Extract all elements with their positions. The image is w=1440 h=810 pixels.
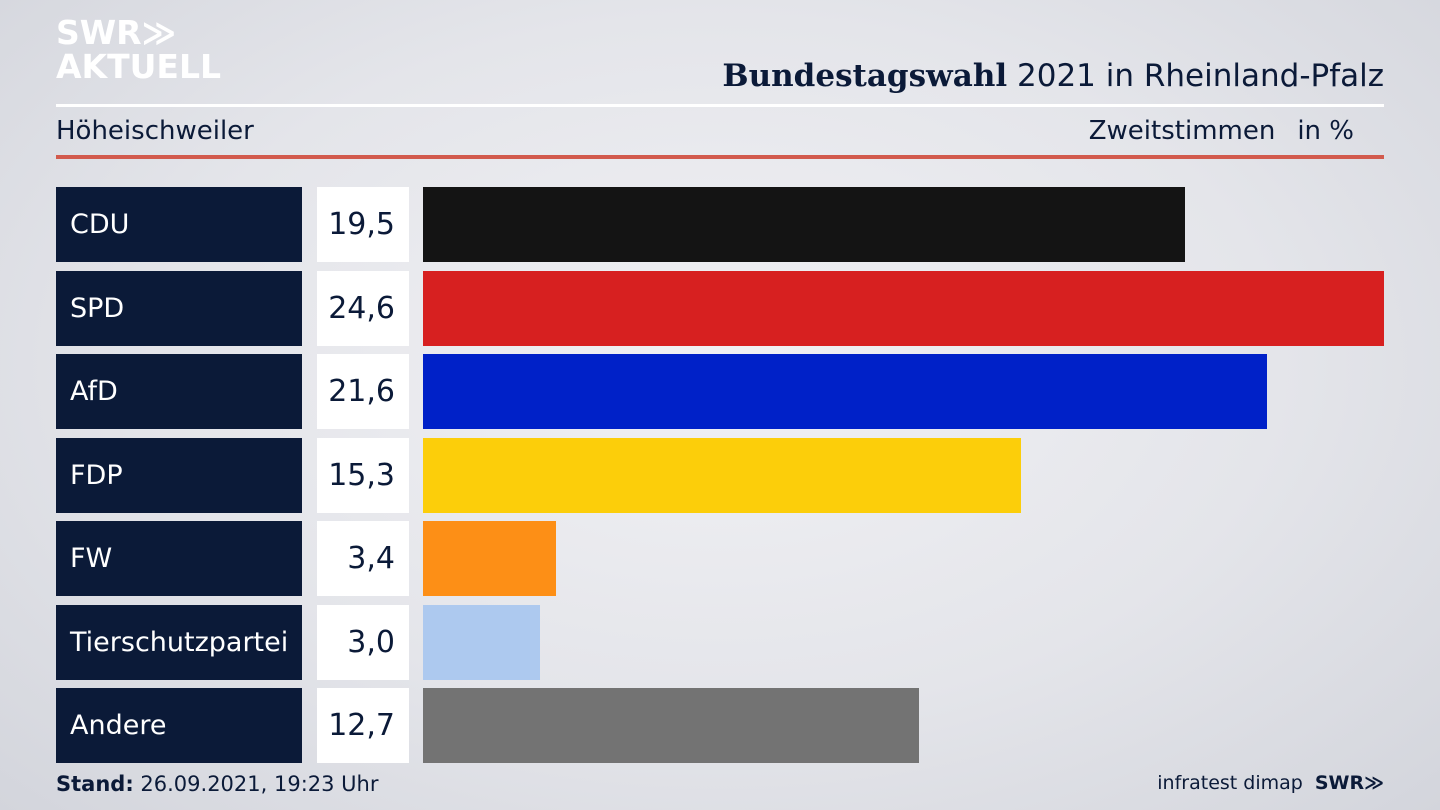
- bar-row: FW 3,4: [56, 521, 1384, 596]
- value-label: 3,0: [317, 605, 409, 680]
- bar-row: AfD 21,6: [56, 354, 1384, 429]
- value-label: 12,7: [317, 688, 409, 763]
- party-label: CDU: [56, 187, 302, 262]
- value-label: 21,6: [317, 354, 409, 429]
- value-label: 15,3: [317, 438, 409, 513]
- chart-title: Bundestagswahl 2021 in Rheinland-Pfalz: [722, 58, 1384, 94]
- bar-row: Andere 12,7: [56, 688, 1384, 763]
- logo-line-1: SWR≫: [56, 13, 177, 52]
- header-divider: [56, 104, 1384, 107]
- logo-line-2: AKTUELL: [56, 47, 222, 86]
- party-label: FW: [56, 521, 302, 596]
- party-label: SPD: [56, 271, 302, 346]
- value-label: 3,4: [317, 521, 409, 596]
- chart-title-rest: 2021 in Rheinland-Pfalz: [1007, 58, 1384, 94]
- value-label: 19,5: [317, 187, 409, 262]
- chart-title-bold: Bundestagswahl: [722, 58, 1008, 94]
- party-label: Andere: [56, 688, 302, 763]
- bar: [423, 688, 919, 763]
- party-label: FDP: [56, 438, 302, 513]
- value-label: 24,6: [317, 271, 409, 346]
- bar-row: FDP 15,3: [56, 438, 1384, 513]
- bar-chart: CDU 19,5 SPD 24,6 AfD 21,6 FDP 15,3 FW 3,4 Tiersch…: [56, 187, 1384, 763]
- swr-aktuell-logo: SWR≫ AKTUELL: [56, 16, 221, 84]
- accent-divider: [56, 155, 1384, 159]
- bar: [423, 354, 1267, 429]
- location-label: Höheischweiler: [56, 116, 254, 146]
- party-label: AfD: [56, 354, 302, 429]
- timestamp-value: 26.09.2021, 19:23 Uhr: [133, 772, 379, 796]
- swr-brand-mark: SWR≫: [1314, 772, 1384, 794]
- bar: [423, 187, 1185, 262]
- bar: [423, 438, 1021, 513]
- source-name: infratest dimap: [1157, 772, 1303, 794]
- bar-row: CDU 19,5: [56, 187, 1384, 262]
- bar: [423, 605, 540, 680]
- measure-name: Zweitstimmen: [1088, 116, 1276, 146]
- bar: [423, 521, 556, 596]
- measure-unit: in %: [1297, 116, 1354, 146]
- bar-row: SPD 24,6: [56, 271, 1384, 346]
- timestamp: Stand: 26.09.2021, 19:23 Uhr: [56, 772, 379, 796]
- bar-row: Tierschutzpartei 3,0: [56, 605, 1384, 680]
- source-credit: infratest dimap SWR≫: [1157, 772, 1384, 794]
- party-label: Tierschutzpartei: [56, 605, 302, 680]
- measure-label: Zweitstimmen in %: [1089, 116, 1354, 146]
- timestamp-label: Stand:: [56, 772, 134, 796]
- bar: [423, 271, 1384, 346]
